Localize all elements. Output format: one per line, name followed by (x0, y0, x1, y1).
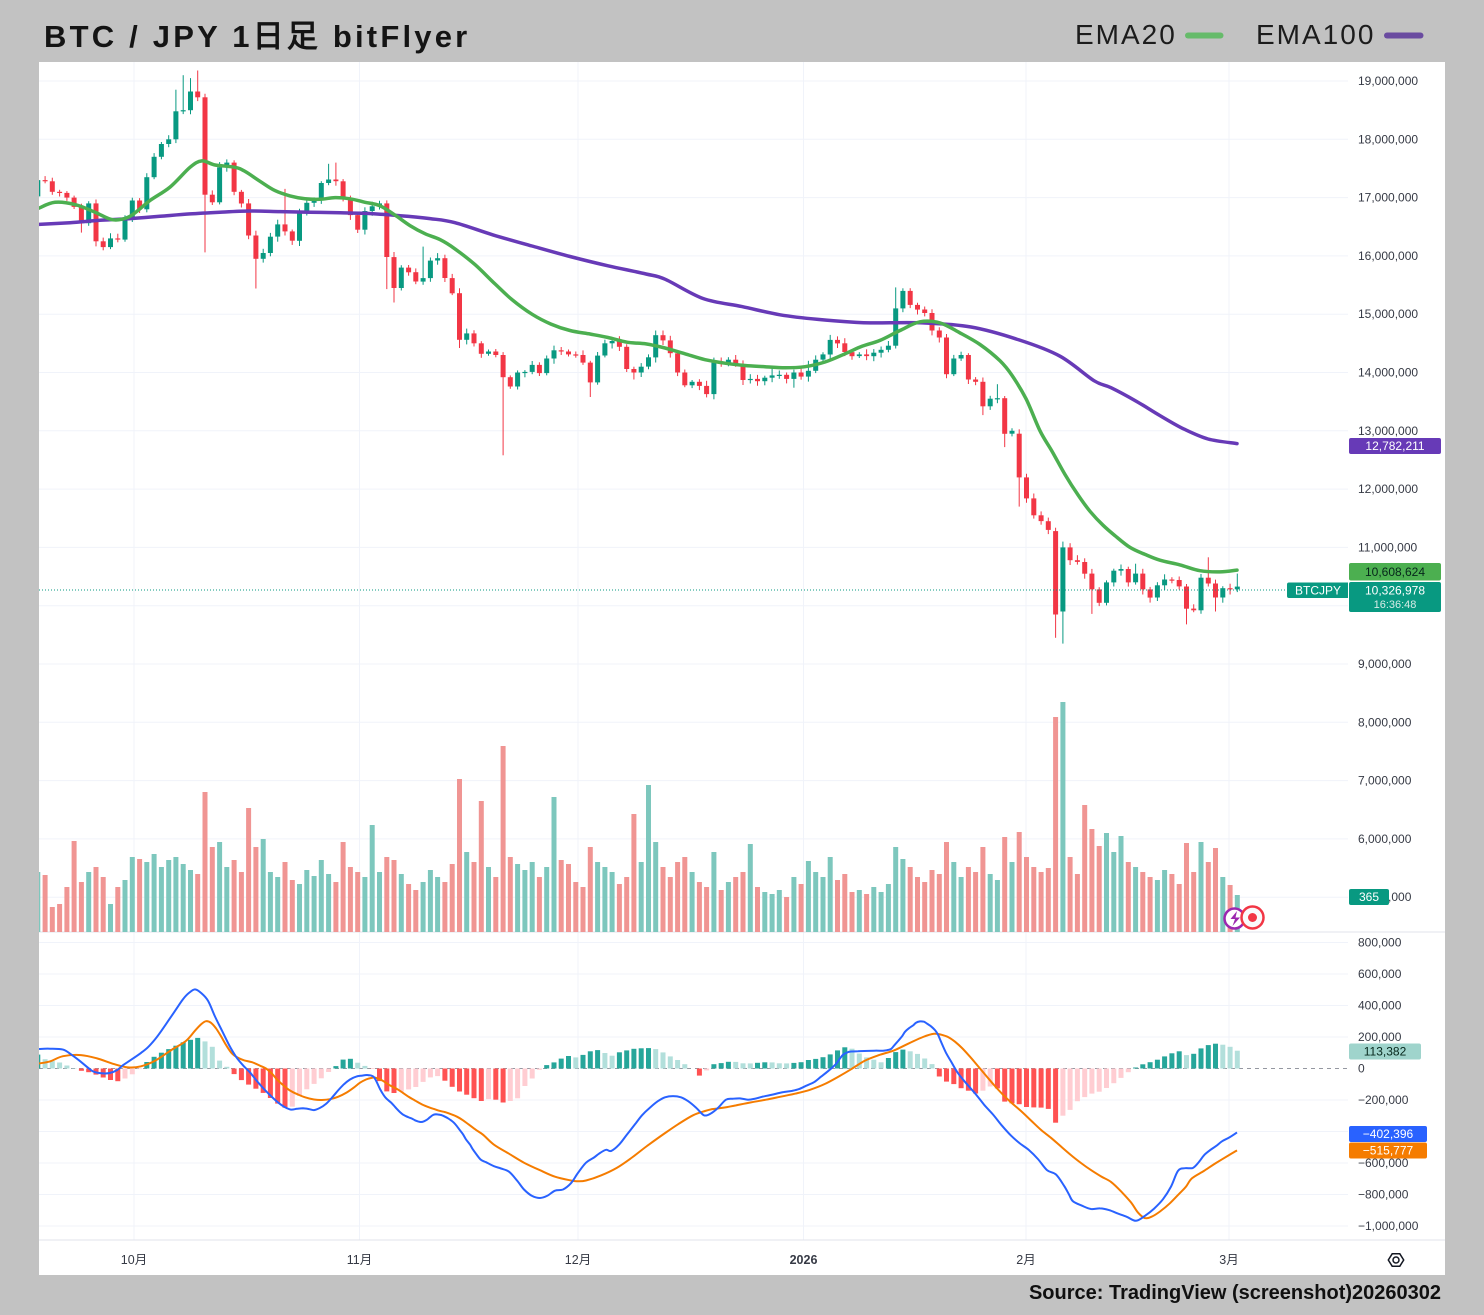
svg-text:EMA20: EMA20 (1075, 19, 1177, 50)
svg-text:14,000,000: 14,000,000 (1358, 366, 1418, 380)
svg-text:365: 365 (1359, 890, 1379, 904)
svg-text:17,000,000: 17,000,000 (1358, 191, 1418, 205)
svg-text:Source: TradingView (screensho: Source: TradingView (screenshot)20260302 (1029, 1282, 1441, 1304)
svg-text:0: 0 (1358, 1062, 1365, 1076)
svg-text:BTCJPY: BTCJPY (1295, 584, 1341, 598)
svg-text:16:36:48: 16:36:48 (1374, 599, 1417, 611)
svg-text:11月: 11月 (347, 1253, 372, 1267)
svg-text:2026: 2026 (790, 1253, 818, 1267)
svg-text:18,000,000: 18,000,000 (1358, 132, 1418, 146)
svg-text:EMA100: EMA100 (1256, 19, 1375, 50)
svg-text:12,000,000: 12,000,000 (1358, 482, 1418, 496)
svg-text:15,000,000: 15,000,000 (1358, 307, 1418, 321)
svg-text:10,326,978: 10,326,978 (1365, 584, 1425, 598)
svg-text:−402,396: −402,396 (1363, 1127, 1414, 1141)
svg-text:−1,000,000: −1,000,000 (1358, 1219, 1419, 1233)
svg-text:600,000: 600,000 (1358, 967, 1402, 981)
svg-text:6,000,000: 6,000,000 (1358, 832, 1412, 846)
svg-text:12,782,211: 12,782,211 (1365, 439, 1424, 453)
svg-text:2月: 2月 (1016, 1253, 1035, 1267)
svg-text:10月: 10月 (121, 1253, 147, 1267)
svg-text:11,000,000: 11,000,000 (1358, 540, 1417, 554)
svg-text:7,000,000: 7,000,000 (1358, 774, 1412, 788)
svg-text:800,000: 800,000 (1358, 936, 1402, 950)
svg-text:12月: 12月 (565, 1253, 591, 1267)
svg-text:BTC / JPY 1日足 bitFlyer: BTC / JPY 1日足 bitFlyer (44, 19, 470, 54)
svg-text:19,000,000: 19,000,000 (1358, 74, 1418, 88)
svg-text:200,000: 200,000 (1358, 1030, 1402, 1044)
svg-text:400,000: 400,000 (1358, 999, 1402, 1013)
svg-text:13,000,000: 13,000,000 (1358, 424, 1418, 438)
svg-text:10,608,624: 10,608,624 (1365, 565, 1425, 579)
svg-text:8,000,000: 8,000,000 (1358, 715, 1412, 729)
svg-text:113,382: 113,382 (1364, 1045, 1407, 1059)
svg-text:3月: 3月 (1219, 1253, 1238, 1267)
svg-text:−800,000: −800,000 (1358, 1188, 1409, 1202)
svg-text:16,000,000: 16,000,000 (1358, 249, 1418, 263)
svg-text:−200,000: −200,000 (1358, 1093, 1409, 1107)
svg-text:−515,777: −515,777 (1363, 1144, 1414, 1158)
svg-text:9,000,000: 9,000,000 (1358, 657, 1412, 671)
